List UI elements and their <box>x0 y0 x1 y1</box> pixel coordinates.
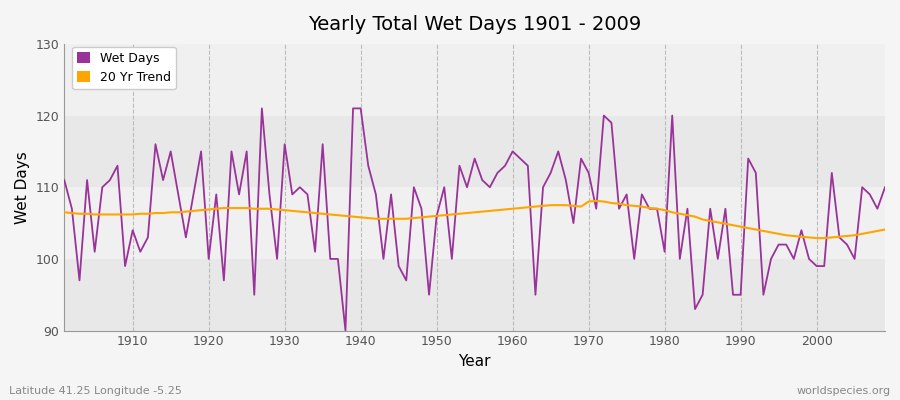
Legend: Wet Days, 20 Yr Trend: Wet Days, 20 Yr Trend <box>73 47 176 89</box>
Bar <box>64 116 885 187</box>
Bar <box>64 259 885 330</box>
Bar <box>64 187 885 259</box>
Y-axis label: Wet Days: Wet Days <box>15 151 30 224</box>
Bar <box>64 44 885 116</box>
X-axis label: Year: Year <box>458 354 491 369</box>
Text: Latitude 41.25 Longitude -5.25: Latitude 41.25 Longitude -5.25 <box>9 386 182 396</box>
Title: Yearly Total Wet Days 1901 - 2009: Yearly Total Wet Days 1901 - 2009 <box>308 15 642 34</box>
Text: worldspecies.org: worldspecies.org <box>796 386 891 396</box>
